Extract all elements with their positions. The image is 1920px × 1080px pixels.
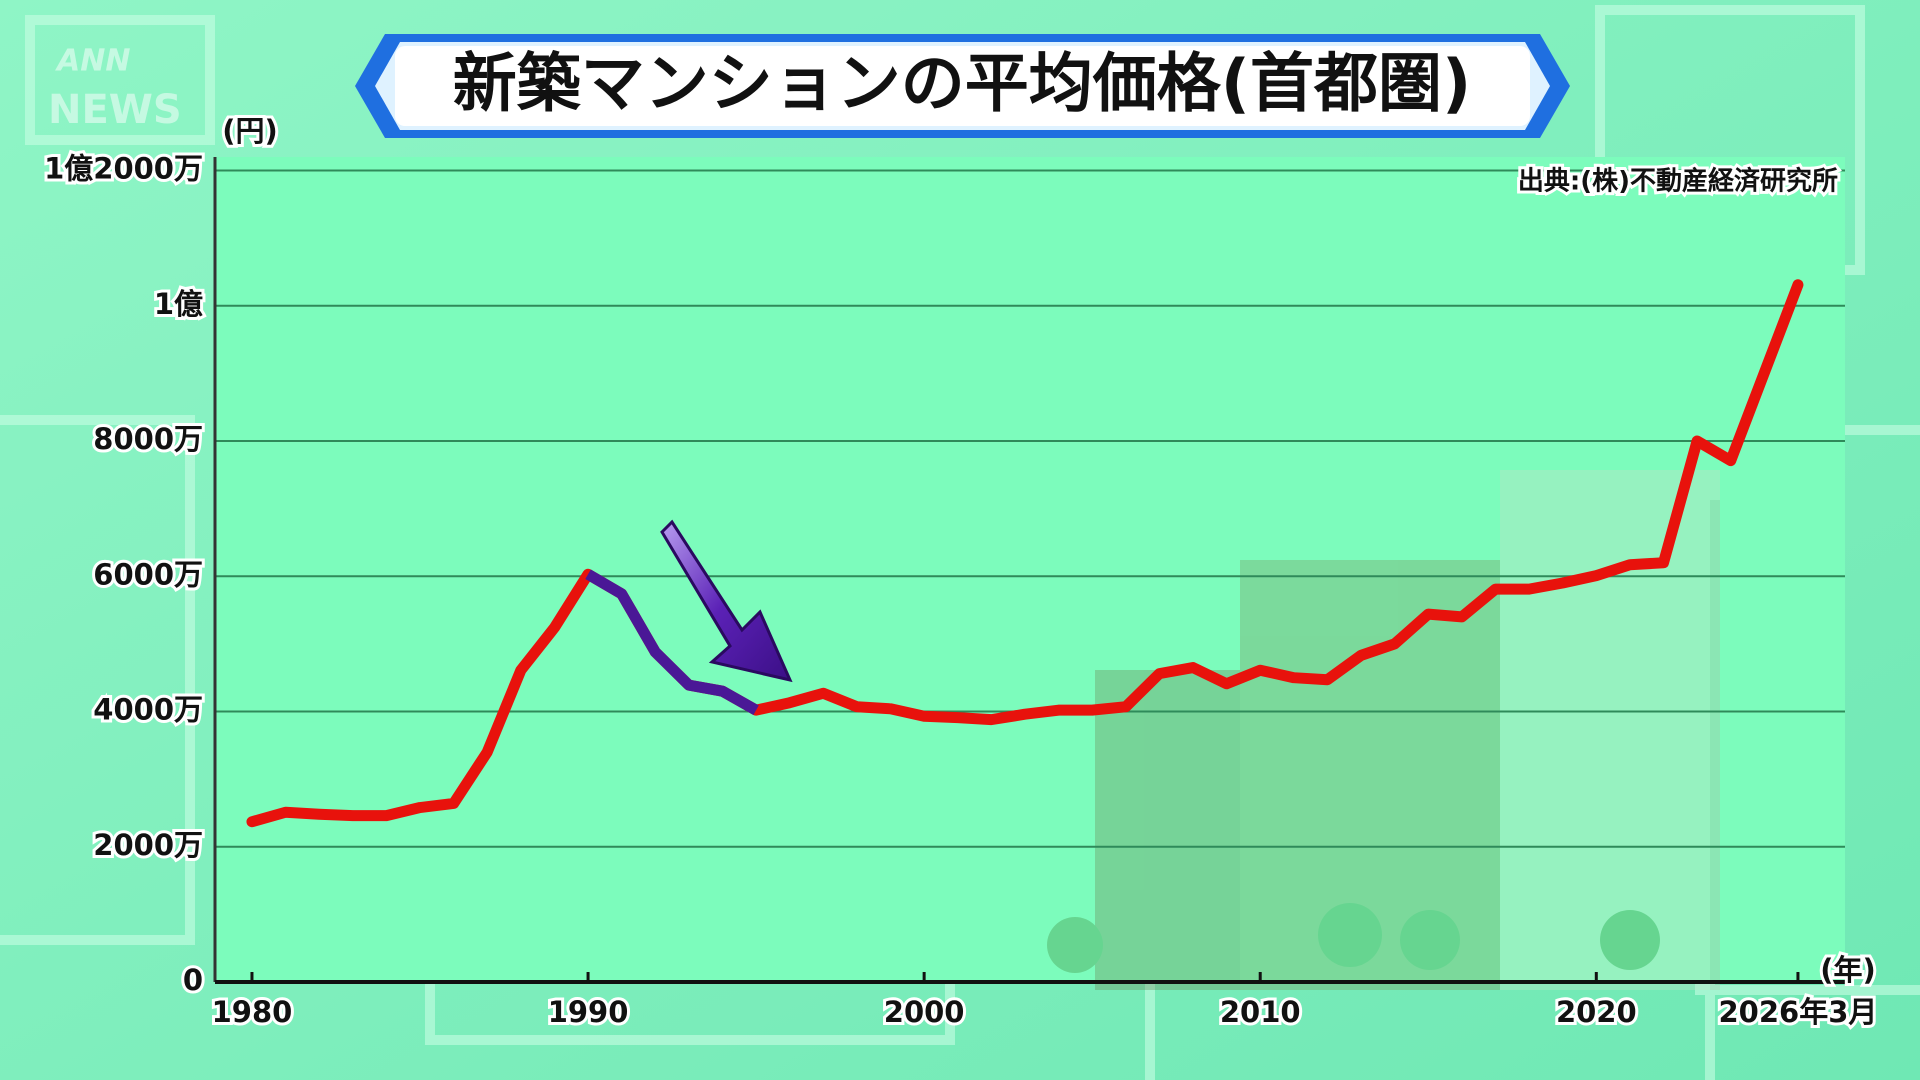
x-tick-label: 2000 — [884, 995, 965, 1029]
x-tick-label: 2010 — [1220, 995, 1301, 1029]
price-line — [246, 279, 1804, 828]
x-tick-label: 1990 — [548, 995, 629, 1029]
x-tick-label: 2026年3月 — [1718, 995, 1877, 1029]
x-tick-label: 2020 — [1556, 995, 1637, 1029]
chart-title: 新築マンションの平均価格(首都圏) — [453, 48, 1472, 122]
title-background — [395, 46, 1530, 126]
x-unit: (年) — [1820, 953, 1876, 987]
y-unit: (円) — [222, 114, 278, 148]
y-tick-label: 6000万 — [93, 557, 203, 591]
pointer-arrow — [660, 519, 793, 683]
y-tick-label: 0 — [183, 963, 203, 997]
y-tick-label: 8000万 — [93, 422, 203, 456]
title-banner: 新築マンションの平均価格(首都圏) — [355, 34, 1570, 138]
x-tick-label: 1980 — [212, 995, 293, 1029]
y-tick-label: 4000万 — [93, 693, 203, 727]
plot-area — [215, 157, 1845, 982]
y-tick-label: 2000万 — [93, 828, 203, 862]
logo-bottom: NEWS — [48, 87, 182, 133]
logo-top: ANN — [55, 44, 130, 79]
y-tick-label: 1億 — [154, 287, 203, 321]
highlight-line — [585, 569, 759, 715]
buildings-illustration — [1047, 470, 1720, 990]
line-layer — [246, 279, 1804, 828]
source: 出典:(株)不動産経済研究所 — [1518, 166, 1838, 197]
y-tick-label: 1億2000万 — [44, 152, 203, 186]
